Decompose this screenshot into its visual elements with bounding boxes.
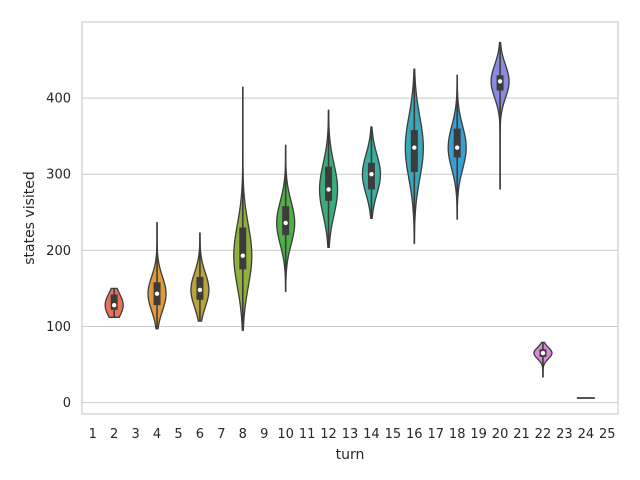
x-tick-13: 13 (342, 427, 359, 442)
violin-turn-8 (233, 86, 253, 331)
violins (104, 41, 595, 399)
violin-turn-12 (318, 109, 339, 248)
x-tick-19: 19 (470, 427, 487, 442)
violin-turn-10 (276, 144, 296, 293)
x-tick-25: 25 (599, 427, 616, 442)
violin-iqr-16 (410, 130, 418, 172)
violin-median-14 (369, 172, 374, 177)
x-tick-18: 18 (449, 427, 466, 442)
x-tick-1: 1 (89, 427, 97, 442)
y-tick-100: 100 (46, 320, 71, 335)
x-tick-12: 12 (320, 427, 337, 442)
violin-turn-6 (190, 232, 210, 322)
grid-lines (82, 97, 618, 404)
x-tick-5: 5 (174, 427, 182, 442)
y-tick-0: 0 (63, 396, 71, 411)
x-tick-17: 17 (427, 427, 444, 442)
violin-turn-22 (533, 341, 553, 378)
x-tick-11: 11 (299, 427, 316, 442)
x-tick-14: 14 (363, 427, 380, 442)
y-axis-label: states visited (22, 171, 38, 265)
violin-median-22 (540, 350, 546, 356)
x-tick-8: 8 (239, 427, 247, 442)
violin-median-12 (326, 187, 331, 192)
violin-turn-2 (104, 287, 124, 318)
x-tick-4: 4 (153, 427, 161, 442)
x-tick-10: 10 (277, 427, 294, 442)
x-tick-9: 9 (260, 427, 268, 442)
y-tick-400: 400 (46, 92, 71, 107)
violin-median-2 (111, 302, 117, 308)
x-tick-6: 6 (196, 427, 204, 442)
y-tick-300: 300 (46, 168, 71, 183)
y-tick-200: 200 (46, 244, 71, 259)
x-tick-21: 21 (513, 427, 530, 442)
violin-median-20 (497, 79, 503, 84)
violin-iqr-12 (325, 166, 333, 201)
violin-median-8 (240, 253, 245, 258)
x-tick-7: 7 (217, 427, 225, 442)
x-tick-22: 22 (535, 427, 552, 442)
y-tick-labels: 0 100 200 300 400 (46, 92, 71, 411)
violin-iqr-2 (110, 294, 118, 310)
violin-turn-20 (490, 41, 510, 190)
violin-iqr-18 (453, 128, 461, 158)
violin-iqr-10 (282, 206, 290, 236)
x-tick-15: 15 (385, 427, 402, 442)
violin-median-18 (455, 145, 460, 150)
violin-iqr-8 (239, 227, 247, 270)
x-axis-label: turn (336, 447, 365, 463)
violin-turn-14 (361, 126, 382, 220)
violin-median-4 (154, 291, 160, 296)
x-tick-3: 3 (131, 427, 139, 442)
x-tick-16: 16 (406, 427, 423, 442)
x-tick-2: 2 (110, 427, 118, 442)
x-tick-20: 20 (492, 427, 509, 442)
x-tick-23: 23 (556, 427, 573, 442)
violin-median-10 (283, 220, 288, 226)
violin-median-6 (197, 287, 203, 293)
violin-turn-16 (404, 68, 424, 245)
x-tick-24: 24 (578, 427, 595, 442)
violin-turn-18 (447, 74, 467, 220)
violin-turn-4 (147, 222, 167, 330)
violin-median-16 (412, 145, 417, 150)
x-tick-labels: 1 2 3 4 5 6 7 8 9 10 11 12 13 14 15 16 17 18 19 20 21 22 23 24 2… (89, 427, 616, 442)
plot-frame (81, 21, 619, 415)
